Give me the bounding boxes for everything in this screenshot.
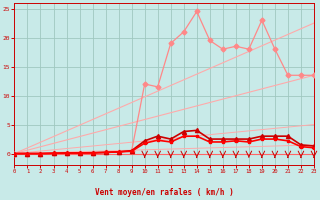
X-axis label: Vent moyen/en rafales ( km/h ): Vent moyen/en rafales ( km/h ) <box>95 188 234 197</box>
